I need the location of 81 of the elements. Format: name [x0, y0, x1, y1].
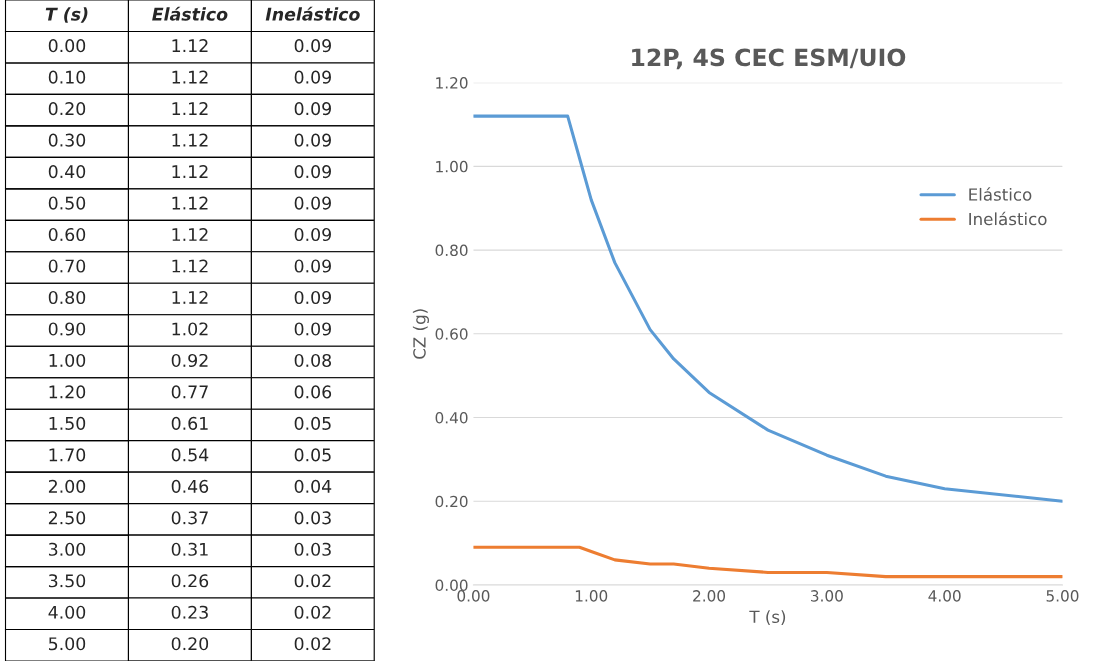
data-label: 0.02	[294, 637, 331, 651]
data-label: 0.61	[171, 416, 208, 430]
data-label: 0.09	[294, 102, 331, 116]
y-tick-label: 1.20	[436, 77, 468, 89]
x-tick-label: 4.00	[928, 590, 961, 602]
data-label: 0.09	[294, 259, 331, 273]
data-label: 1.12	[172, 290, 208, 304]
data-label: 0.09	[294, 133, 331, 147]
data-label: 1.12	[172, 227, 208, 241]
data-label: 0.20	[171, 637, 209, 651]
data-label: 1.02	[172, 322, 208, 336]
y-tick-label: 1.70	[49, 448, 86, 462]
y-tick-label: 3.00	[48, 542, 86, 556]
data-label: 0.04	[294, 479, 332, 493]
data-label: 0.09	[294, 227, 331, 242]
y-tick-label: 1.50	[49, 416, 86, 430]
data-label: 0.23	[171, 605, 208, 619]
x-tick-label: 0.00	[457, 590, 490, 602]
chart-title: 12P, 4S CEC ESM/UIO	[632, 48, 906, 70]
y-tick-label: 0.80	[435, 244, 468, 257]
y-tick-label: 2.50	[48, 511, 86, 525]
x-tick-label: 5.00	[1046, 590, 1079, 602]
y-tick-label: 0.30	[48, 133, 86, 147]
y-tick-label: 1.00	[436, 160, 468, 173]
line-series	[473, 545, 1063, 579]
x-tick-label: 1.00	[575, 590, 608, 602]
data-label: 1.12	[172, 102, 208, 115]
y-tick-label: 0.90	[48, 322, 86, 336]
data-label: 0.02	[294, 605, 331, 619]
data-label: 0.92	[171, 353, 208, 368]
y-tick-label: 3.50	[48, 574, 86, 588]
data-label: 0.09	[294, 39, 331, 53]
data-label: 0.09	[294, 196, 331, 210]
y-tick-label: 0.70	[48, 259, 86, 273]
data-label: 0.03	[294, 511, 331, 525]
data-label: 0.31	[171, 542, 208, 556]
data-label: 0.46	[171, 479, 209, 493]
y-tick-label: 0.40	[435, 412, 468, 424]
data-label: 0.08	[294, 353, 332, 368]
y-tick-label: 0.80	[48, 290, 86, 305]
y-tick-label: 0.40	[48, 165, 86, 179]
data-label: 0.54	[171, 448, 209, 462]
y-axis-title: T (s)	[45, 7, 88, 23]
data-label: 0.37	[171, 511, 208, 525]
data-label: 0.09	[294, 70, 331, 84]
data-label: 0.02	[294, 574, 331, 588]
data-label: 0.09	[294, 322, 331, 336]
y-tick-label: 0.60	[435, 328, 468, 340]
data-label: 0.03	[294, 542, 331, 556]
data-label: 0.09	[294, 290, 331, 305]
data-label: 1.12	[172, 196, 208, 210]
data-label: 0.05	[294, 416, 331, 430]
y-axis-title: CZ (g)	[412, 309, 429, 359]
x-tick-label: 3.00	[811, 590, 843, 602]
data-label: 1.12	[172, 165, 208, 178]
y-tick-label: 2.00	[48, 479, 86, 493]
y-tick-label: 5.00	[48, 637, 86, 651]
y-tick-label: 0.00	[48, 39, 86, 53]
line-series	[473, 114, 1063, 503]
data-label: 1.12	[172, 133, 208, 147]
y-tick-label: 0.20	[435, 495, 468, 508]
y-tick-label: 0.20	[48, 102, 86, 116]
data-label: 0.09	[294, 165, 331, 179]
data-label: 1.12	[172, 70, 208, 84]
x-axis-title: T (s)	[749, 610, 786, 626]
data-label: 0.26	[171, 574, 209, 588]
data-label: 0.05	[294, 448, 331, 462]
y-tick-label: 1.20	[49, 385, 86, 399]
y-tick-label: 0.10	[48, 70, 86, 84]
y-tick-label: 0.50	[48, 196, 86, 210]
y-tick-label: 4.00	[48, 605, 86, 619]
data-label: 0.06	[294, 385, 332, 399]
legend-label: Inelástico	[969, 211, 1047, 226]
y-tick-label: 0.60	[48, 227, 86, 242]
data-label: 1.12	[172, 259, 208, 273]
y-tick-label: 1.00	[49, 353, 86, 368]
x-tick-label: 2.00	[693, 590, 726, 602]
data-label: 0.77	[171, 385, 208, 399]
data-label: 1.12	[172, 39, 208, 52]
legend-label: Elástico	[969, 187, 1032, 201]
y-tick-label: 0.00	[435, 579, 468, 592]
